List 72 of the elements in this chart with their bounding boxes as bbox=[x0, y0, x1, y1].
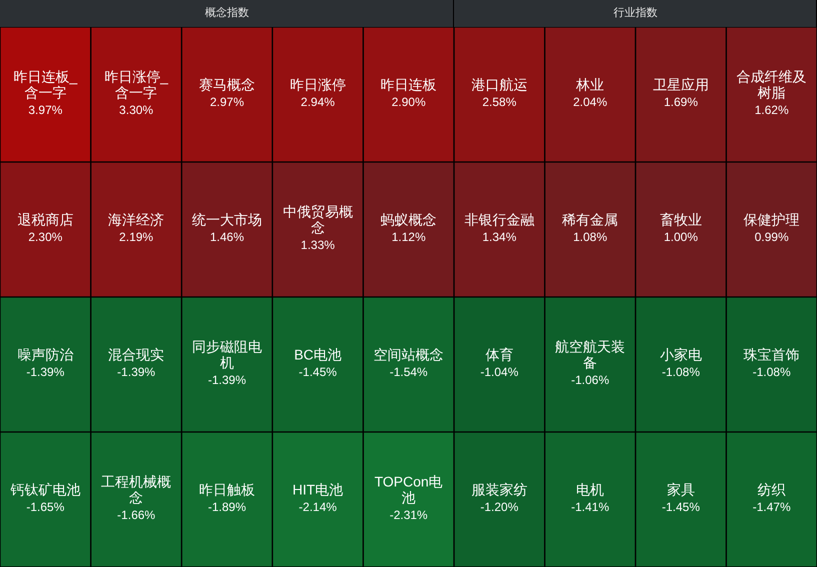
category-label: 混合现实 bbox=[108, 346, 164, 362]
data-label: 3.97% bbox=[28, 102, 63, 117]
category-label: 电机 bbox=[576, 481, 604, 498]
category-label: 纺织 bbox=[758, 481, 786, 498]
data-label: -1.45% bbox=[298, 364, 338, 379]
data-label: 1.62% bbox=[754, 102, 789, 117]
category-label: 体育 bbox=[485, 346, 514, 362]
data-label: -1.65% bbox=[26, 500, 65, 514]
data-label: -1.89% bbox=[208, 500, 246, 514]
data-label: -1.39% bbox=[208, 372, 246, 387]
data-label: -1.06% bbox=[571, 372, 610, 387]
data-label: 2.97% bbox=[210, 94, 244, 109]
data-label: -1.47% bbox=[752, 500, 791, 514]
category-label: 赛马概念 bbox=[199, 76, 255, 92]
category-label: 退税商店 bbox=[17, 211, 74, 228]
data-label: 1.69% bbox=[664, 94, 698, 109]
category-label: 同步磁阻电机 bbox=[192, 338, 262, 370]
category-label: 中俄贸易概念 bbox=[282, 203, 353, 236]
category-label: 噪声防治 bbox=[17, 346, 74, 362]
category-label: 蚂蚁概念 bbox=[380, 211, 437, 228]
category-label: HIT电池 bbox=[292, 481, 344, 498]
category-label: 空间站概念 bbox=[374, 346, 444, 362]
data-label: -2.31% bbox=[390, 508, 428, 522]
data-label: -1.54% bbox=[390, 364, 428, 379]
category-label: 卫星应用 bbox=[652, 76, 709, 92]
data-label: -1.20% bbox=[480, 500, 519, 514]
category-label: 统一大市场 bbox=[192, 211, 262, 228]
data-label: 1.33% bbox=[300, 238, 336, 252]
data-label: -1.08% bbox=[662, 364, 700, 379]
data-label: -1.04% bbox=[480, 364, 519, 379]
data-label: -1.08% bbox=[752, 364, 791, 379]
category-label: 保健护理 bbox=[744, 211, 800, 228]
category-label: 家具 bbox=[666, 481, 695, 498]
data-label: 3.30% bbox=[119, 102, 154, 117]
category-label: TOPCon电池 bbox=[374, 473, 443, 506]
data-label: 2.58% bbox=[482, 94, 517, 109]
data-label: -2.14% bbox=[298, 500, 338, 514]
category-label: 昨日触板 bbox=[199, 481, 255, 498]
data-label: 0.99% bbox=[754, 230, 789, 244]
data-label: 2.30% bbox=[28, 230, 63, 244]
data-label: -1.39% bbox=[26, 364, 65, 379]
data-label: 2.94% bbox=[300, 94, 336, 109]
category-label: 稀有金属 bbox=[562, 211, 618, 228]
data-label: 2.90% bbox=[392, 94, 426, 109]
category-label: 合成纤维及树脂 bbox=[736, 68, 807, 100]
category-label: 昨日涨停 bbox=[290, 76, 346, 92]
category-label: 小家电 bbox=[660, 346, 702, 362]
category-label: 珠宝首饰 bbox=[744, 346, 800, 362]
category-label: 钙钛矿电池 bbox=[9, 481, 80, 498]
data-label: 1.00% bbox=[664, 230, 698, 244]
category-label: 海洋经济 bbox=[108, 211, 164, 228]
data-label: 1.08% bbox=[573, 230, 608, 244]
data-label: -1.41% bbox=[571, 500, 610, 514]
data-label: -1.39% bbox=[117, 364, 156, 379]
category-label: 昨日涨停_含一字 bbox=[104, 68, 168, 100]
data-label: 2.19% bbox=[119, 230, 154, 244]
data-label: -1.66% bbox=[117, 508, 156, 522]
category-label: 工程机械概念 bbox=[101, 473, 172, 506]
data-label: 1.46% bbox=[210, 230, 244, 244]
data-label: 2.04% bbox=[573, 94, 608, 109]
data-label: -1.45% bbox=[662, 500, 700, 514]
category-label: 昨日连板 bbox=[380, 76, 437, 92]
category-label: 畜牧业 bbox=[660, 211, 702, 228]
category-label: 林业 bbox=[575, 76, 604, 92]
category-label: 服装家纺 bbox=[471, 481, 528, 498]
data-label: 1.12% bbox=[392, 230, 426, 244]
data-label: 1.34% bbox=[482, 230, 517, 244]
category-label: 港口航运 bbox=[471, 76, 528, 92]
category-label: BC电池 bbox=[294, 346, 342, 362]
category-label: 非银行金融 bbox=[464, 211, 534, 228]
category-label: 航空航天装备 bbox=[555, 338, 626, 370]
category-label: 昨日连板_含一字 bbox=[14, 68, 78, 100]
